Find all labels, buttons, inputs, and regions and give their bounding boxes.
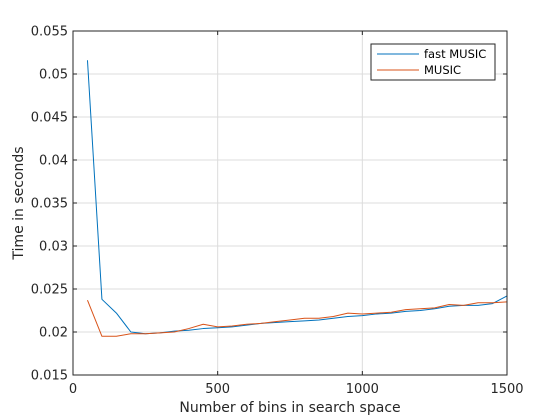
x-tick-label: 0 — [69, 382, 77, 397]
y-tick-label: 0.02 — [39, 326, 68, 341]
y-axis-title: Time in seconds — [11, 146, 27, 260]
legend-label-music: MUSIC — [424, 63, 461, 77]
legend-label-fast-music: fast MUSIC — [424, 47, 486, 61]
x-axis-title: Number of bins in search space — [179, 400, 400, 416]
x-tick-label: 1500 — [490, 382, 523, 397]
y-tick-label: 0.05 — [39, 68, 68, 83]
y-tick-label: 0.045 — [31, 111, 68, 126]
y-tick-label: 0.035 — [31, 197, 68, 212]
y-tick-label: 0.025 — [31, 283, 68, 298]
tick-labels: 0 500 1000 1500 0.015 0.02 0.025 0.03 0.035 0.04 0… — [31, 25, 524, 398]
x-tick-label: 1000 — [346, 382, 379, 397]
y-tick-label: 0.04 — [39, 154, 68, 169]
y-tick-label: 0.015 — [31, 369, 68, 384]
series-layer — [86, 60, 508, 337]
legend: fast MUSIC MUSIC — [370, 43, 496, 81]
y-tick-label: 0.03 — [39, 240, 68, 255]
series-line-music — [87, 299, 508, 337]
ticks — [72, 30, 508, 376]
x-tick-label: 500 — [205, 382, 230, 397]
legend-box — [370, 43, 496, 81]
y-tick-label: 0.055 — [31, 25, 68, 40]
